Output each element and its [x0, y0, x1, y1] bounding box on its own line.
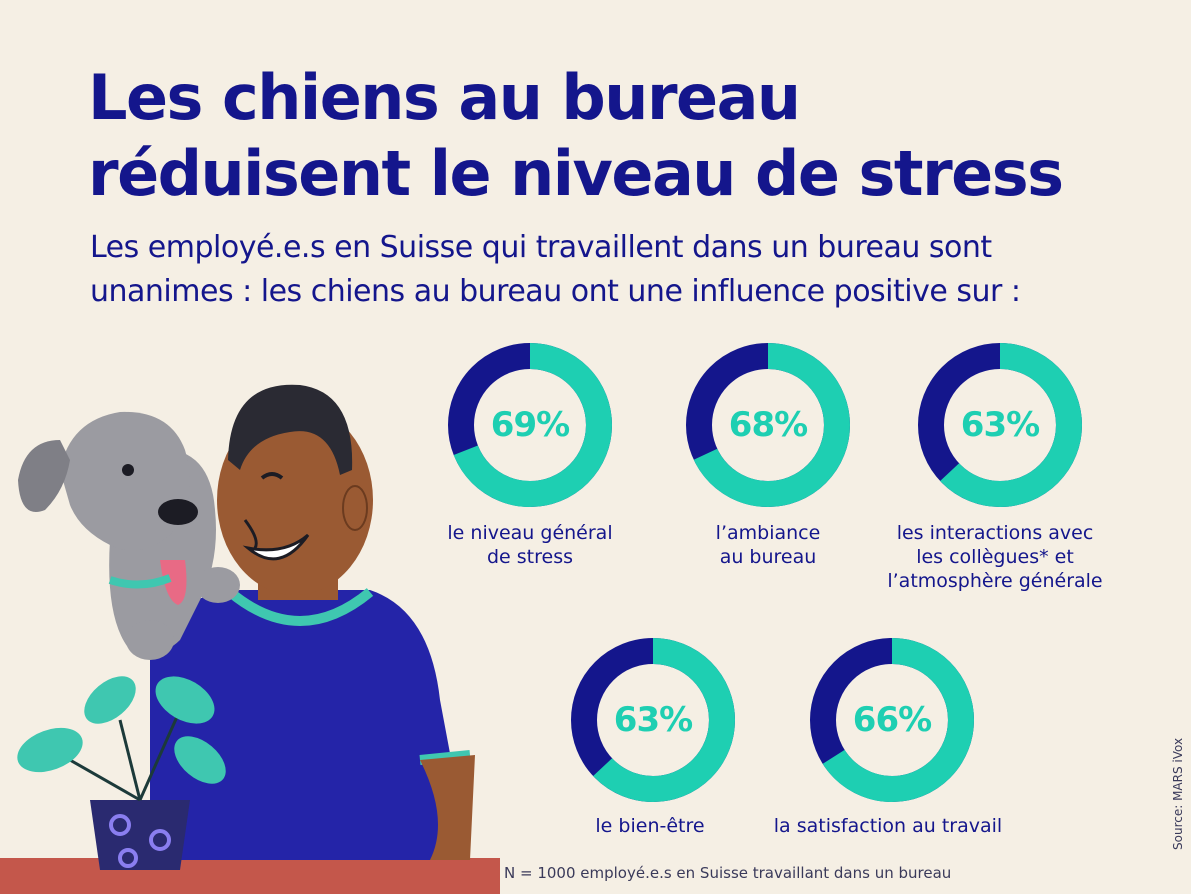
donut-1-caption-line-1: le niveau général — [447, 522, 613, 544]
donut-1-caption: le niveau général de stress — [400, 521, 660, 569]
man-dog-plant-illustration — [0, 384, 500, 894]
page-subtitle: Les employé.e.s en Suisse qui travaillen… — [90, 226, 1021, 314]
subtitle-line-2: unanimes : les chiens au bureau ont une … — [90, 274, 1021, 309]
donut-ring-2 — [686, 343, 850, 507]
donut-2-value-arc — [686, 343, 850, 507]
page-title: Les chiens au bureau réduisent le niveau… — [88, 60, 1064, 212]
donut-ring-4 — [571, 638, 735, 802]
title-line-1: Les chiens au bureau — [88, 61, 801, 134]
donut-ring-5 — [810, 638, 974, 802]
donut-chart-3: 63% — [910, 335, 1090, 515]
donut-2-caption-line-2: au bureau — [719, 546, 817, 568]
subtitle-line-1: Les employé.e.s en Suisse qui travaillen… — [90, 230, 992, 265]
donut-5-caption-line-1: la satisfaction au travail — [773, 815, 1003, 837]
donut-5-value-label: 66% — [852, 700, 932, 740]
donut-3-caption: les interactions avec les collègues* et … — [865, 521, 1125, 593]
source-credit: Source: MARS iVox — [1171, 737, 1185, 850]
donut-5-value-arc — [810, 638, 974, 802]
donut-1-value-arc — [448, 343, 612, 507]
title-line-2: réduisent le niveau de stress — [88, 137, 1064, 210]
donut-3-caption-line-2: les collègues* et — [916, 546, 1074, 568]
donut-chart-4: 63% — [563, 630, 743, 810]
donut-5-caption: la satisfaction au travail — [758, 814, 1018, 838]
donut-ring-1 — [448, 343, 612, 507]
donut-chart-5: 66% — [802, 630, 982, 810]
donut-4-caption-line-1: le bien-être — [595, 815, 705, 837]
donut-chart-2: 68% — [678, 335, 858, 515]
donut-3-caption-line-3: l’atmosphère générale — [887, 570, 1103, 592]
donut-3-caption-line-1: les interactions avec — [896, 522, 1094, 544]
sample-size-footnote: N = 1000 employé.e.s en Suisse travailla… — [504, 864, 952, 882]
donut-1-value-label: 69% — [490, 405, 570, 445]
donut-2-caption: l’ambiance au bureau — [638, 521, 898, 569]
donut-4-value-label: 63% — [613, 700, 693, 740]
donut-ring-3 — [918, 343, 1082, 507]
donut-3-value-label: 63% — [960, 405, 1040, 445]
donut-1-caption-line-2: de stress — [486, 546, 574, 568]
donut-3-value-arc — [918, 343, 1082, 507]
donut-4-caption: le bien-être — [520, 814, 780, 838]
donut-2-caption-line-1: l’ambiance — [715, 522, 821, 544]
donut-2-value-label: 68% — [728, 405, 808, 445]
donut-4-value-arc — [571, 638, 735, 802]
donut-chart-1: 69% — [440, 335, 620, 515]
